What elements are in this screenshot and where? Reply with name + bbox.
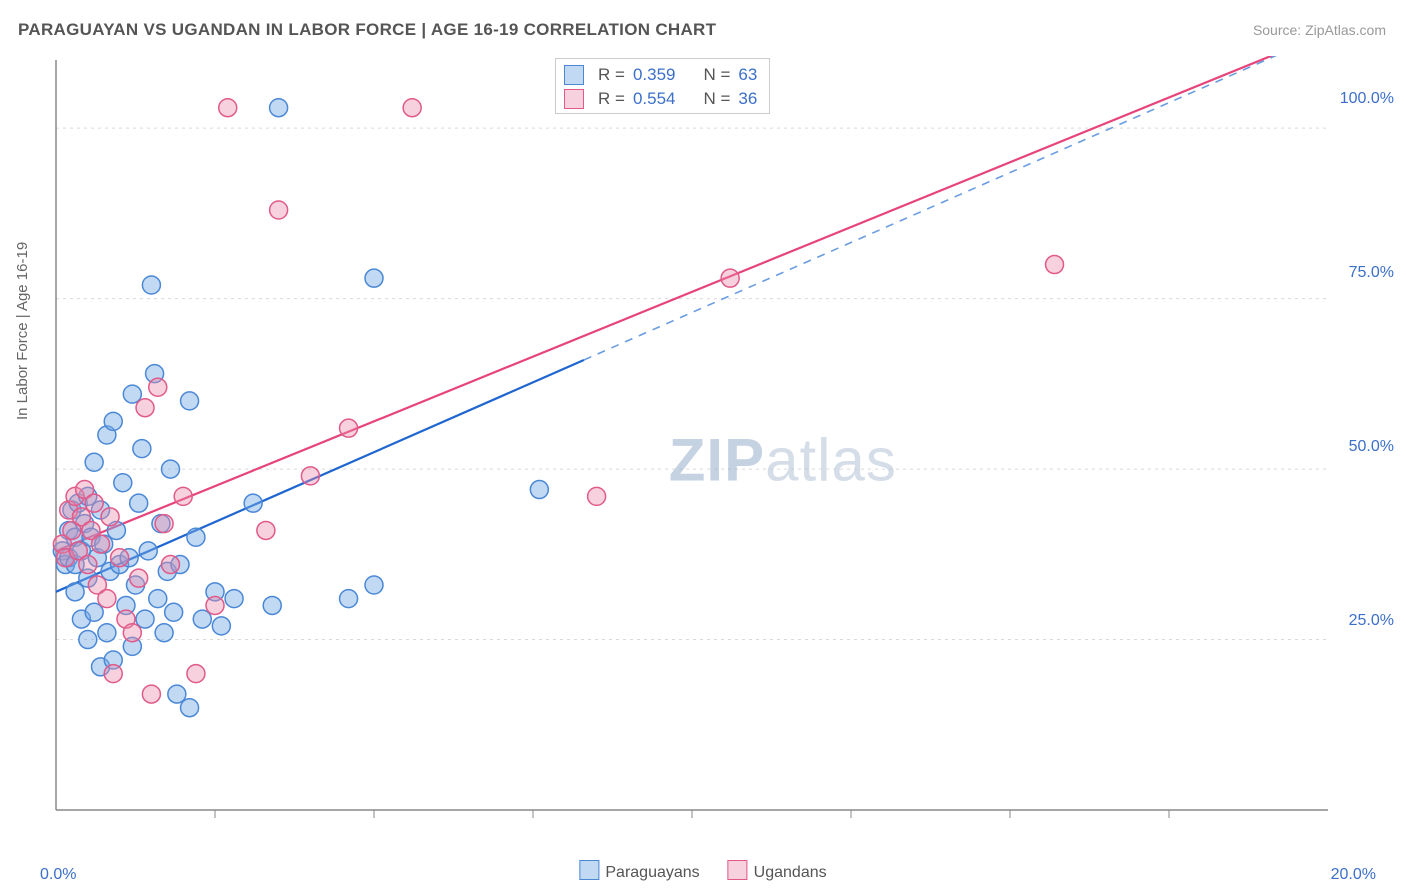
series-legend: Paraguayans Ugandans: [579, 860, 826, 882]
legend-row-b: R = 0.554 N = 36: [564, 87, 757, 111]
chart-plot-area: [52, 56, 1332, 826]
legend-item-a: Paraguayans: [579, 860, 699, 882]
n-value-b: 36: [738, 89, 757, 109]
n-label: N =: [703, 65, 730, 85]
r-value-b: 0.554: [633, 89, 676, 109]
legend-swatch-a-icon: [579, 860, 599, 880]
x-tick-0: 0.0%: [40, 866, 76, 884]
r-label: R =: [598, 65, 625, 85]
legend-item-b: Ugandans: [728, 860, 827, 882]
scatter-plot-svg: [52, 56, 1332, 826]
y-tick-100: 100.0%: [1340, 90, 1394, 108]
legend-swatch-b: [564, 89, 584, 109]
chart-title: PARAGUAYAN VS UGANDAN IN LABOR FORCE | A…: [18, 20, 716, 40]
r-label: R =: [598, 89, 625, 109]
correlation-legend: R = 0.359 N = 63 R = 0.554 N = 36: [555, 58, 770, 114]
y-axis-label: In Labor Force | Age 16-19: [14, 242, 31, 420]
n-label: N =: [703, 89, 730, 109]
y-tick-25: 25.0%: [1349, 612, 1394, 630]
legend-label-a: Paraguayans: [605, 864, 699, 881]
y-tick-50: 50.0%: [1349, 438, 1394, 456]
r-value-a: 0.359: [633, 65, 676, 85]
legend-swatch-b-icon: [728, 860, 748, 880]
legend-row-a: R = 0.359 N = 63: [564, 63, 757, 87]
n-value-a: 63: [738, 65, 757, 85]
x-tick-20: 20.0%: [1331, 866, 1376, 884]
y-tick-75: 75.0%: [1349, 264, 1394, 282]
source-attribution: Source: ZipAtlas.com: [1253, 22, 1386, 38]
legend-label-b: Ugandans: [754, 864, 827, 881]
legend-swatch-a: [564, 65, 584, 85]
